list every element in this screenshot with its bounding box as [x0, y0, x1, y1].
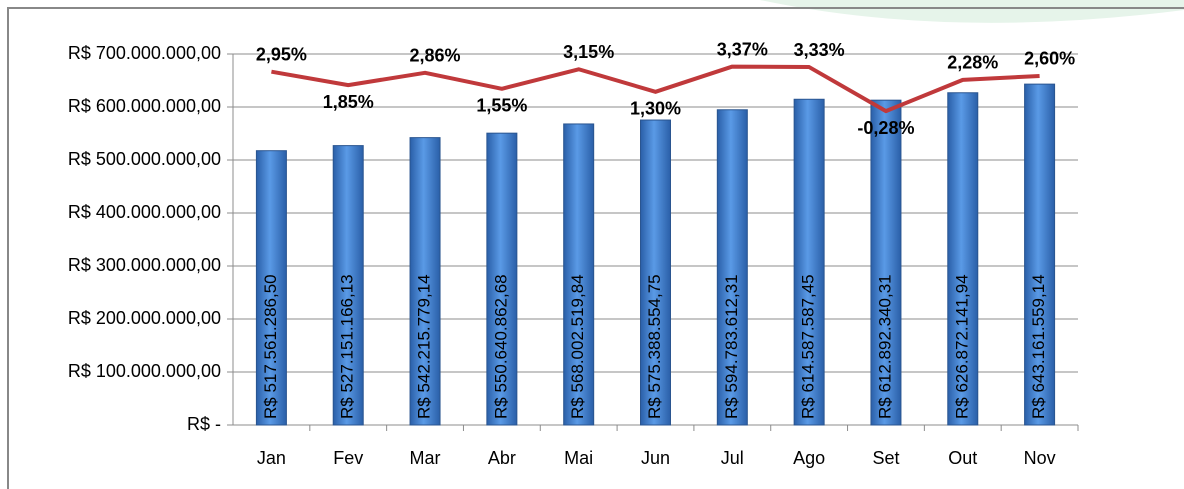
bar-value-label: R$ 527.151.166,13 [338, 274, 357, 419]
line-value-label: 2,28% [947, 53, 998, 73]
bar [563, 123, 595, 426]
line-value-label: 2,86% [410, 46, 461, 66]
frame [7, 7, 1184, 489]
y-tick-label: R$ 700.000.000,00 [68, 43, 221, 63]
x-tick-label: Nov [1024, 448, 1056, 468]
line-value-label: 3,37% [717, 39, 768, 59]
x-tick-label: Ago [793, 448, 825, 468]
bar-value-label: R$ 614.587.587,45 [799, 274, 818, 419]
y-tick-label: R$ 500.000.000,00 [68, 149, 221, 169]
bar-value-label: R$ 517.561.286,50 [261, 274, 280, 419]
bar [870, 99, 902, 426]
bar [793, 98, 825, 426]
bar [486, 132, 518, 426]
x-tick-label: Mai [564, 448, 593, 468]
decoration [760, 0, 1184, 23]
line-value-label: 3,33% [794, 40, 845, 60]
bar [716, 109, 748, 426]
x-tick-label: Set [872, 448, 899, 468]
line-value-label: 1,30% [630, 99, 681, 119]
y-tick-label: R$ 200.000.000,00 [68, 308, 221, 328]
bar-value-label: R$ 575.388.554,75 [645, 274, 664, 419]
y-tick-label: R$ 400.000.000,00 [68, 202, 221, 222]
y-tick-label: R$ 600.000.000,00 [68, 96, 221, 116]
y-tick-label: R$ 300.000.000,00 [68, 255, 221, 275]
bar [947, 92, 979, 426]
bar [409, 137, 441, 426]
bar-value-label: R$ 643.161.559,14 [1029, 274, 1048, 419]
bar-value-label: R$ 626.872.141,94 [952, 274, 971, 419]
bar-value-label: R$ 594.783.612,31 [722, 274, 741, 419]
bar [255, 150, 287, 426]
x-tick-label: Abr [488, 448, 516, 468]
x-tick-label: Fev [333, 448, 363, 468]
bar-value-label: R$ 568.002.519,84 [568, 274, 587, 419]
line-value-label: 3,15% [563, 42, 614, 62]
x-tick-label: Mar [410, 448, 441, 468]
line-value-label: 1,85% [323, 92, 374, 112]
y-tick-label: R$ 100.000.000,00 [68, 361, 221, 381]
line [271, 64, 1040, 114]
bar [332, 145, 364, 426]
line-value-label: 2,60% [1024, 49, 1075, 69]
bar-value-label: R$ 550.640.862,68 [491, 274, 510, 419]
line-value-label: 2,95% [256, 44, 307, 64]
x-tick-label: Out [948, 448, 977, 468]
x-tick-label: Jun [641, 448, 670, 468]
x-tick-label: Jul [721, 448, 744, 468]
y-tick-label: R$ - [187, 414, 221, 434]
line-value-label: 1,55% [476, 96, 527, 116]
bar-value-label: R$ 612.892.340,31 [875, 274, 894, 419]
bar [1024, 83, 1056, 426]
x-tick-label: Jan [257, 448, 286, 468]
bar-value-label: R$ 542.215.779,14 [415, 274, 434, 419]
line-value-label: -0,28% [857, 118, 914, 138]
bar [640, 119, 671, 426]
